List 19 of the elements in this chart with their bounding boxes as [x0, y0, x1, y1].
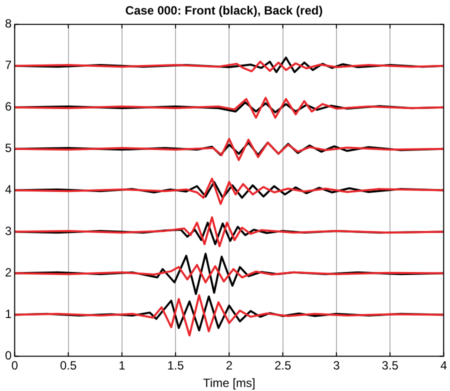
x-tick-label: 1 — [118, 358, 126, 373]
y-tick-label: 6 — [4, 100, 12, 114]
y-tick-label: 8 — [4, 16, 12, 31]
x-tick-label: 0.5 — [60, 358, 77, 373]
y-tick-label: 7 — [4, 58, 12, 72]
x-tick-label: 2 — [226, 358, 233, 373]
y-tick-label: 5 — [4, 141, 12, 156]
y-tick-label: 1 — [4, 307, 12, 322]
x-axis-title: Time [ms] — [203, 376, 256, 390]
y-tick-label: 4 — [4, 182, 12, 197]
chart-title: Case 000: Front (black), Back (red) — [125, 4, 323, 18]
x-tick-label: 3 — [333, 358, 340, 373]
y-tick-label: 3 — [4, 224, 12, 238]
x-tick-label: 1.5 — [167, 358, 184, 373]
y-tick-label: 0 — [4, 348, 12, 363]
x-tick-label: 2.5 — [274, 358, 292, 373]
x-tick-label: 3.5 — [382, 358, 399, 373]
y-tick-label: 2 — [4, 266, 12, 280]
x-tick-label: 4 — [440, 358, 448, 373]
